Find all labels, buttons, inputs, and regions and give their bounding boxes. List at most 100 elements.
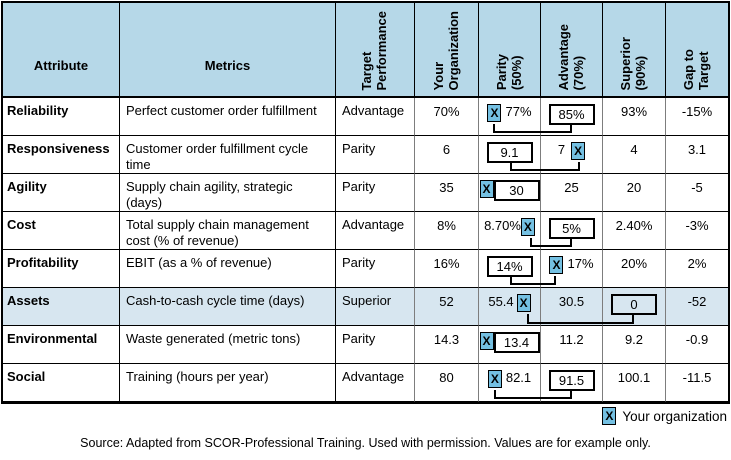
target-box: 9.1 [486,142,533,163]
header-advantage: Advantage (70%) [541,3,603,98]
advantage-cell: 91.5 [541,364,603,402]
your-org-cell: 70% [415,98,479,136]
advantage-cell: 85% [541,98,603,136]
your-organization-marker: X [516,294,531,312]
your-org-cell: 16% [415,250,479,288]
value: -3% [685,218,709,233]
value: 70% [433,104,460,119]
advantage-cell: X 17% [541,250,603,288]
target-cell: Superior [336,288,415,326]
your-org-cell: 52 [415,288,479,326]
metric-cell: Waste generated (metric tons) [120,326,336,364]
value: 8.70% [484,218,521,233]
attribute-cell: Cost [3,212,120,250]
attribute-cell: Profitability [3,250,120,288]
value: -52 [687,294,707,309]
target-box: 13.4 [493,332,540,353]
metric-cell: Total supply chain management cost (% of… [120,212,336,250]
attribute-cell: Responsiveness [3,136,120,174]
header-target-performance: Target Performance [336,3,415,98]
attribute-cell: Assets [3,288,120,326]
metric-cell: Customer order fulfillment cycle time [120,136,336,174]
header-label: Superior (90%) [618,36,648,90]
value: 55.4 [488,294,514,309]
benchmark-table: Attribute Metrics Target Performance You… [1,1,730,404]
value: 82.1 [505,370,532,385]
gap-cell: -11.5 [666,364,728,402]
attribute-cell: Social [3,364,120,402]
source-note: Source: Adapted from SCOR-Professional T… [80,436,651,450]
parity-cell: X 77% [479,98,541,136]
value: 17% [567,256,594,271]
gap-cell: 2% [666,250,728,288]
target-box: 14% [486,256,533,277]
your-organization-marker: X [602,407,617,425]
value: 93% [620,104,648,119]
superior-cell: 9.2 [603,326,666,364]
target-cell: Parity [336,250,415,288]
attribute-cell: Reliability [3,98,120,136]
your-organization-marker: X [571,142,586,160]
value: 14.3 [433,332,460,347]
metric-cell: EBIT (as a % of revenue) [120,250,336,288]
target-cell: Parity [336,326,415,364]
header-label: Metrics [204,58,251,73]
your-org-cell: 8% [415,212,479,250]
attribute-cell: Agility [3,174,120,212]
superior-cell: 0 [603,288,666,326]
value: 7 [557,142,566,157]
value: 9.2 [624,332,644,347]
your-org-cell: 6 [415,136,479,174]
parity-cell: X 13.4 [479,326,541,364]
your-organization-marker: X [549,256,564,274]
header-superior: Superior (90%) [603,3,666,98]
header-your-organization: Your Organization [415,3,479,98]
header-attribute: Attribute [3,3,120,98]
target-box: 91.5 [548,370,595,391]
header-label: Attribute [33,58,89,73]
target-cell: Parity [336,136,415,174]
header-label: Parity (50%) [493,53,524,90]
gap-cell: -15% [666,98,728,136]
parity-cell: X 30 [479,174,541,212]
superior-cell: 20% [603,250,666,288]
legend-label: Your organization [622,408,727,424]
value: 100.1 [617,370,651,385]
value: -11.5 [682,370,712,385]
header-metrics: Metrics [120,3,336,98]
your-organization-marker: X [479,332,494,350]
value: 3.1 [687,142,707,157]
value: 11.2 [559,332,584,347]
gap-cell: -52 [666,288,728,326]
attribute-cell: Environmental [3,326,120,364]
your-org-cell: 35 [415,174,479,212]
target-cell: Advantage [336,98,415,136]
header-label: Your Organization [430,10,461,90]
gap-cell: -3% [666,212,728,250]
advantage-cell: 25 [541,174,603,212]
header-label: Advantage (70%) [555,23,586,90]
value: 30.5 [558,294,585,309]
value: 77% [505,104,532,119]
your-org-cell: 14.3 [415,326,479,364]
superior-cell: 93% [603,98,666,136]
target-cell: Advantage [336,364,415,402]
your-organization-marker: X [479,180,494,198]
header-parity: Parity (50%) [479,3,541,98]
target-box: 30 [493,180,540,201]
advantage-cell: 11.2 [541,326,603,364]
value: 52 [439,294,454,309]
target-box: 85% [548,104,595,125]
header-label: Gap to Target [681,48,711,90]
parity-cell: X 82.1 [479,364,541,402]
value: 16% [433,256,460,271]
value: 35 [439,180,454,195]
parity-cell: 8.70% X [479,212,541,250]
header-label: Target Performance [359,10,389,90]
value: -5 [691,180,703,195]
value: 25 [564,180,579,195]
target-cell: Advantage [336,212,415,250]
metric-cell: Training (hours per year) [120,364,336,402]
value: 2% [687,256,707,271]
